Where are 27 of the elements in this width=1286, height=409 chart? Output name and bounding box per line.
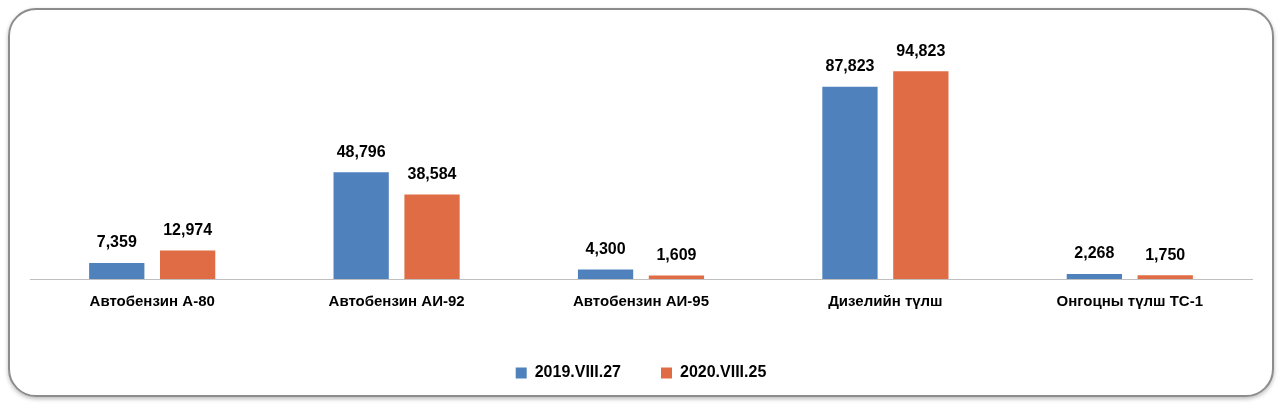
bar <box>160 250 216 279</box>
data-label: 94,823 <box>896 41 946 59</box>
bar <box>89 262 145 279</box>
bar <box>577 269 634 279</box>
data-label: 1,609 <box>656 245 697 263</box>
data-label: 12,974 <box>163 220 213 238</box>
data-label: 2,268 <box>1074 244 1115 262</box>
bar <box>1137 275 1193 279</box>
data-label: 87,823 <box>825 57 875 75</box>
bar <box>893 71 949 279</box>
x-tick-label: Дизелийн түлш <box>828 292 943 310</box>
legend-label: 2020.VIII.25 <box>680 363 767 381</box>
bar <box>333 172 389 279</box>
legend-label: 2019.VIII.27 <box>534 363 622 381</box>
bar <box>648 275 705 279</box>
x-tick-label: Онгоцны түлш ТС-1 <box>1056 292 1204 310</box>
x-tick-label: Автобензин А-80 <box>89 292 215 310</box>
bar <box>822 86 878 279</box>
x-tick-label: Автобензин АИ-95 <box>572 292 710 310</box>
data-label: 38,584 <box>407 164 457 182</box>
bar <box>404 194 460 279</box>
data-label: 7,359 <box>96 233 137 251</box>
bar <box>1066 274 1122 279</box>
data-label: 48,796 <box>336 142 386 160</box>
x-tick-label: Автобензин АИ-92 <box>328 292 465 310</box>
data-label: 4,300 <box>585 239 626 257</box>
data-label: 1,750 <box>1145 245 1186 263</box>
